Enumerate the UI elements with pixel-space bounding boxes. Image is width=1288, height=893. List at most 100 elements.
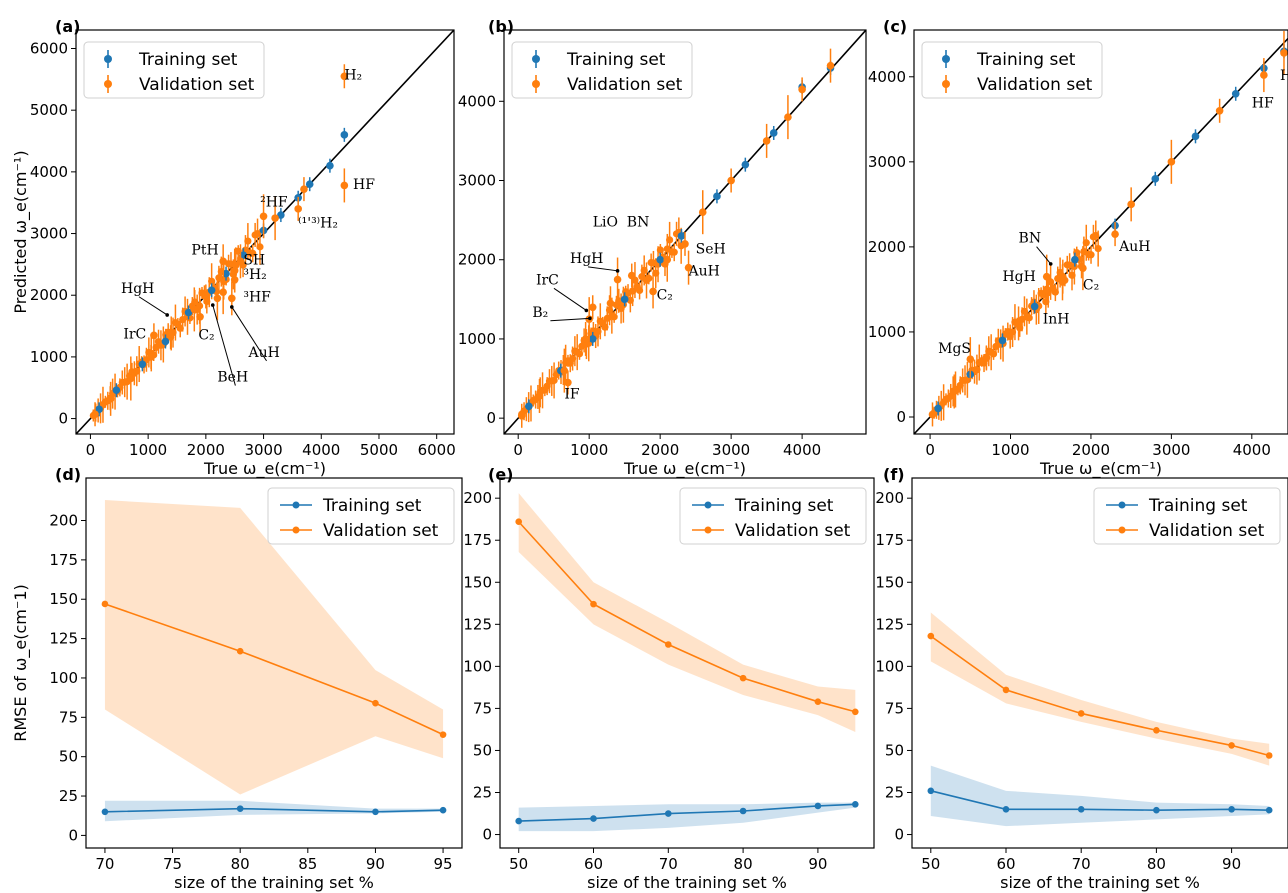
molecule-label: H₂ bbox=[344, 67, 362, 83]
y-tick-label: 6000 bbox=[30, 40, 68, 58]
series-marker bbox=[515, 518, 522, 526]
validation-point bbox=[784, 113, 792, 121]
legend-marker bbox=[942, 55, 950, 63]
legend-label: Validation set bbox=[567, 75, 683, 95]
chart-panel-1: (a) 0 1000 2000 3000 4000 5000 6000 0 1000 2000 300… bbox=[11, 17, 456, 479]
legend: Training set Validation set bbox=[921, 41, 1103, 99]
molecule-label: BN bbox=[1019, 231, 1042, 247]
annotation-arrow bbox=[550, 317, 590, 322]
training-point bbox=[340, 131, 349, 139]
molecule-label: BN bbox=[627, 214, 650, 230]
molecule-label: IrC bbox=[536, 272, 559, 288]
y-tick-label: 175 bbox=[49, 551, 78, 569]
validation-point bbox=[294, 205, 302, 213]
validation-point bbox=[663, 255, 672, 264]
training-point bbox=[934, 404, 942, 413]
confidence-band bbox=[930, 612, 1270, 766]
training-point bbox=[305, 180, 314, 188]
series-marker bbox=[665, 810, 672, 817]
validation-series bbox=[517, 48, 835, 428]
legend-marker bbox=[1118, 526, 1126, 534]
x-tick-label: 90 bbox=[366, 855, 385, 873]
legend: Training set Validation set bbox=[1093, 487, 1281, 545]
y-tick-label: 150 bbox=[875, 573, 904, 591]
training-point bbox=[769, 129, 778, 137]
x-tick-label: 60 bbox=[996, 855, 1015, 873]
molecule-label: ⁽¹'³⁾H₂ bbox=[298, 215, 338, 231]
series-line bbox=[104, 807, 444, 813]
legend-label: Validation set bbox=[323, 521, 439, 541]
legend-label: Training set bbox=[976, 50, 1076, 70]
x-axis-label: True ω_e(cm⁻¹) bbox=[1039, 459, 1162, 479]
training-point bbox=[588, 335, 597, 343]
validation-point bbox=[244, 237, 252, 245]
validation-point bbox=[1079, 264, 1087, 272]
x-tick-label: 4000 bbox=[783, 441, 821, 459]
series-marker bbox=[1228, 806, 1235, 813]
validation-point bbox=[560, 366, 569, 375]
validation-point bbox=[762, 137, 771, 145]
annotation-arrow bbox=[553, 287, 587, 311]
annotation-arrowhead bbox=[230, 305, 234, 309]
annotation-arrowhead bbox=[210, 303, 215, 307]
x-tick-label: 1000 bbox=[991, 441, 1029, 459]
x-tick-label: 50 bbox=[921, 855, 940, 873]
x-tick-label: 4000 bbox=[1233, 441, 1271, 459]
y-tick-label: 175 bbox=[875, 531, 904, 549]
x-tick-label: 70 bbox=[1072, 855, 1091, 873]
training-point bbox=[207, 286, 216, 295]
validation-point bbox=[606, 299, 615, 308]
y-tick-label: 1000 bbox=[868, 323, 906, 341]
y-tick-label: 100 bbox=[875, 657, 904, 675]
y-tick-label: 150 bbox=[463, 573, 492, 591]
axes-frame bbox=[75, 29, 455, 435]
series-marker bbox=[372, 808, 379, 816]
training-series bbox=[101, 800, 447, 822]
validation-point bbox=[1111, 230, 1119, 238]
series-marker bbox=[101, 600, 109, 608]
legend-marker bbox=[104, 55, 112, 63]
y-tick-label: 3000 bbox=[30, 225, 68, 243]
y-tick-label: 50 bbox=[885, 741, 904, 759]
legend-box bbox=[83, 41, 265, 99]
annotation-arrowhead bbox=[615, 269, 620, 273]
y-tick-label: 100 bbox=[49, 669, 78, 687]
annotation-arrow bbox=[587, 266, 618, 272]
legend-marker bbox=[104, 80, 112, 88]
molecule-label: PtH bbox=[191, 243, 218, 259]
plot-area bbox=[101, 500, 447, 822]
legend: Training set Validation set bbox=[679, 487, 867, 545]
series-marker bbox=[1002, 806, 1010, 813]
validation-point bbox=[202, 292, 210, 301]
legend-marker bbox=[532, 80, 540, 88]
x-tick-label: 5000 bbox=[360, 441, 398, 459]
validation-point bbox=[613, 275, 622, 284]
validation-point bbox=[91, 410, 99, 419]
x-axis-label: size of the training set % bbox=[174, 873, 374, 892]
series-marker bbox=[1265, 752, 1273, 759]
y-tick-label: 150 bbox=[49, 590, 78, 608]
y-tick-label: 1000 bbox=[458, 330, 496, 348]
validation-point bbox=[219, 257, 227, 266]
x-tick-label: 50 bbox=[509, 855, 528, 873]
training-point bbox=[525, 402, 533, 411]
validation-point bbox=[684, 263, 693, 272]
annotation-arrowhead bbox=[1048, 262, 1053, 266]
training-point bbox=[161, 337, 170, 346]
training-point bbox=[1151, 175, 1160, 183]
validation-point bbox=[230, 276, 239, 284]
x-tick-label: 2000 bbox=[1072, 441, 1110, 459]
x-tick-label: 75 bbox=[163, 855, 182, 873]
x-tick-label: 0 bbox=[513, 441, 523, 459]
molecule-label: HgH bbox=[121, 281, 154, 297]
series-line bbox=[930, 790, 1270, 811]
validation-point bbox=[219, 288, 227, 296]
series-marker bbox=[927, 787, 935, 795]
validation-point bbox=[588, 303, 597, 312]
x-axis-label: True ω_e(cm⁻¹) bbox=[623, 459, 746, 479]
validation-point bbox=[106, 395, 115, 403]
y-tick-label: 75 bbox=[473, 699, 492, 717]
legend-marker bbox=[942, 80, 950, 88]
axes-frame bbox=[911, 477, 1288, 849]
y-axis-label: Predicted ω_e(cm⁻¹) bbox=[11, 150, 31, 313]
